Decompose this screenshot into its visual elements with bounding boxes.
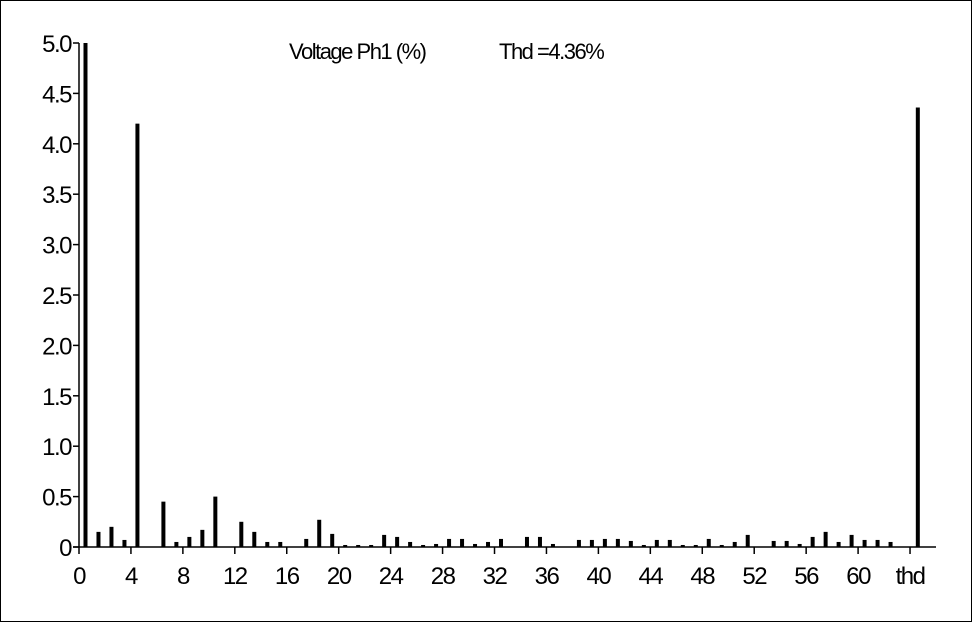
- y-tick-label: 2.0: [42, 333, 72, 360]
- x-tick-label: 8: [177, 563, 190, 590]
- x-tick-label: 44: [638, 563, 663, 590]
- harmonic-bar: [654, 539, 659, 547]
- x-tick-label: 56: [794, 563, 819, 590]
- x-tick-label: 24: [379, 563, 404, 590]
- axes: [73, 43, 936, 548]
- harmonic-bar: [356, 544, 361, 547]
- thd-readout: Thd =4.36%: [499, 39, 604, 64]
- x-tick-label: 12: [223, 563, 248, 590]
- harmonic-bar: [888, 541, 893, 547]
- x-tick-label: 32: [483, 563, 508, 590]
- harmonic-bar: [628, 540, 633, 547]
- harmonic-bar: [200, 529, 205, 547]
- harmonic-bar: [641, 544, 646, 547]
- y-tick-label: 1.0: [42, 434, 72, 461]
- y-tick-label: 5.0: [42, 31, 72, 58]
- harmonic-bar: [408, 541, 413, 547]
- y-ticks: 0 0.5 1.0 1.5 2.0 2.5 3.0 3.5 4.0 4.5 5.0: [42, 31, 79, 562]
- y-tick-label: 0: [59, 535, 72, 562]
- harmonic-bar: [161, 501, 166, 547]
- harmonic-bar: [602, 538, 607, 547]
- harmonic-bar: [797, 543, 802, 547]
- y-tick-label: 1.5: [42, 384, 72, 411]
- harmonic-bar: [784, 540, 789, 547]
- harmonic-bar: [810, 536, 815, 547]
- harmonic-bar: [96, 531, 101, 547]
- harmonic-bar: [317, 519, 322, 547]
- harmonic-bar: [187, 536, 192, 547]
- x-tick-label: 52: [742, 563, 767, 590]
- harmonic-bar: [849, 534, 854, 547]
- x-tick-label: 0: [73, 563, 86, 590]
- harmonic-bar: [862, 539, 867, 547]
- harmonic-bar: [135, 123, 140, 547]
- harmonic-bar: [343, 544, 348, 547]
- harmonic-bar: [732, 541, 737, 547]
- harmonic-bar: [369, 544, 374, 547]
- y-tick-label: 3.5: [42, 182, 72, 209]
- y-tick-label: 0.5: [42, 485, 72, 512]
- harmonic-bar: [667, 539, 672, 547]
- y-tick-label: 2.5: [42, 283, 72, 310]
- harmonic-bar: [576, 539, 581, 547]
- harmonic-bar: [109, 526, 114, 547]
- harmonic-bar: [460, 538, 465, 547]
- y-tick-label: 3.0: [42, 233, 72, 260]
- harmonic-bar: [330, 533, 335, 547]
- harmonic-bar: [589, 539, 594, 547]
- harmonic-bar: [278, 541, 283, 547]
- thd-bar: [915, 107, 920, 548]
- harmonic-bar: [680, 544, 685, 547]
- x-ticks: 0 4 8 12 16 20 24 28 32 36 40 44 48 52 56 60 thd: [73, 547, 926, 590]
- harmonic-bar: [524, 536, 529, 547]
- harmonic-bar: [706, 538, 711, 547]
- harmonic-bar: [382, 534, 387, 547]
- x-tick-label: 16: [275, 563, 300, 590]
- x-tick-label: 40: [587, 563, 612, 590]
- x-tick-label: 60: [846, 563, 871, 590]
- x-tick-label: thd: [896, 563, 925, 590]
- harmonic-bar: [486, 541, 491, 547]
- x-tick-label: 48: [690, 563, 715, 590]
- harmonic-bar: [473, 543, 478, 547]
- harmonic-bar: [615, 538, 620, 547]
- harmonic-bar: [499, 538, 504, 547]
- harmonic-bar: [537, 536, 542, 547]
- chart-title: Voltage Ph1 (%): [289, 39, 426, 64]
- harmonic-bar: [719, 544, 724, 547]
- harmonic-bar: [239, 521, 244, 547]
- harmonic-bar: [823, 531, 828, 547]
- x-tick-label: 28: [431, 563, 456, 590]
- harmonic-bar: [304, 538, 309, 547]
- y-tick-label: 4.5: [42, 81, 72, 108]
- harmonic-bar: [447, 538, 452, 547]
- harmonic-bar: [771, 540, 776, 547]
- harmonic-bar: [875, 539, 880, 547]
- harmonic-bar: [265, 541, 270, 547]
- harmonic-bar: [395, 536, 400, 547]
- harmonic-bar: [83, 43, 88, 547]
- harmonic-bar: [693, 544, 698, 547]
- harmonic-bar: [213, 496, 218, 547]
- x-tick-label: 20: [327, 563, 352, 590]
- harmonic-bar: [550, 543, 555, 547]
- title-group: Voltage Ph1 (%) Thd =4.36%: [289, 39, 606, 64]
- harmonic-bar: [434, 543, 439, 547]
- harmonic-bar: [122, 539, 127, 547]
- harmonic-bar: [421, 544, 426, 547]
- harmonic-bar: [836, 541, 841, 547]
- harmonic-bar: [174, 541, 179, 547]
- harmonic-bar: [745, 534, 750, 547]
- y-tick-label: 4.0: [42, 132, 72, 159]
- x-tick-label: 36: [535, 563, 560, 590]
- harmonic-bar: [252, 531, 257, 547]
- bars: [83, 43, 920, 548]
- x-tick-label: 4: [125, 563, 138, 590]
